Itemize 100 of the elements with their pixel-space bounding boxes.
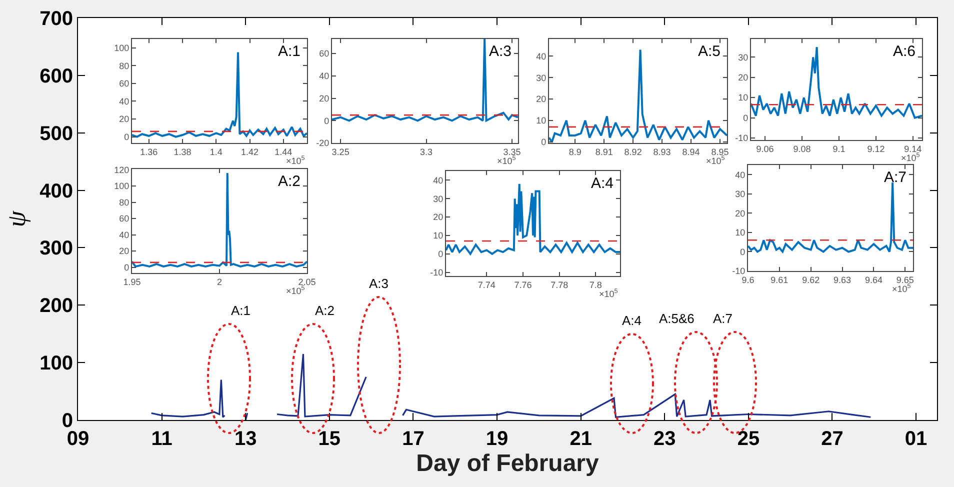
x-tick-label: 9.6 (742, 274, 754, 285)
y-tick-label: -20 (316, 138, 330, 148)
y-tick-label: 60 (119, 214, 130, 224)
annotation: ×10$^{5}$ (706, 155, 726, 166)
y-tick-label: 20 (319, 93, 330, 104)
annotation: A:4 (622, 313, 642, 328)
x-tick-label: 9.1 (832, 144, 846, 154)
y-tick-label: 40 (119, 230, 130, 240)
x-tick-label: 8.94 (682, 146, 700, 157)
y-tick-label: 0 (438, 249, 444, 260)
x-tick-label: 1.4 (210, 146, 222, 157)
x-tick-label: 1.42 (241, 146, 259, 157)
x-tick-label: 9.63 (834, 274, 852, 285)
y-tick-label: 30 (433, 194, 444, 204)
y-tick-label: 600 (40, 65, 73, 88)
chart-title: A:3 (489, 43, 512, 60)
y-tick-label: 0 (124, 262, 130, 272)
line-series (332, 39, 518, 122)
y-tick-label: 10 (433, 230, 444, 241)
x-tick-label: 1.95 (123, 276, 141, 287)
y-tick-label: 200 (40, 295, 73, 318)
y-tick-label: 60 (119, 78, 130, 89)
y-tick-label: 80 (119, 60, 130, 71)
x-tick-label: 11 (151, 428, 172, 450)
x-tick-label: 23 (654, 428, 676, 450)
chart-title: A:1 (278, 43, 301, 60)
x-tick-label: 7.8 (589, 280, 602, 290)
line-series (751, 46, 922, 119)
chart-title: A:6 (893, 43, 916, 60)
x-tick-label: 7.74 (478, 280, 496, 290)
y-tick-label: 20 (433, 212, 444, 222)
x-tick-label: 3.25 (332, 146, 350, 157)
y-tick-label: 120 (114, 164, 130, 175)
x-tick-label: 9.08 (793, 144, 811, 154)
x-tick-label: 3.3 (420, 146, 433, 157)
y-tick-label: 0 (743, 112, 748, 123)
y-tick-label: -10 (430, 267, 444, 278)
annotation: ×10$^{5}$ (286, 155, 306, 166)
y-tick-label: 100 (114, 43, 130, 54)
y-tick-label: 0 (324, 116, 330, 126)
y-tick-label: 60 (319, 48, 330, 59)
y-tick-label: 700 (40, 8, 73, 30)
y-tick-label: 40 (536, 51, 546, 62)
y-tick-label: 10 (738, 92, 748, 103)
annotation: ×10$^{5}$ (599, 288, 618, 299)
x-tick-label: 3.35 (503, 146, 521, 157)
x-tick-label: 1.44 (274, 146, 292, 157)
x-tick-label: 27 (821, 428, 844, 450)
y-tick-label: 20 (119, 114, 130, 124)
x-tick-label: 17 (402, 428, 424, 450)
x-tick-label: 9.06 (756, 144, 774, 154)
y-tick-label: 10 (536, 116, 546, 126)
annotation: A:2 (315, 303, 335, 318)
y-tick-label: 40 (119, 96, 130, 106)
y-tick-label: 400 (40, 180, 73, 202)
x-tick-label: 7.78 (550, 280, 568, 290)
chart-title: A:7 (884, 169, 907, 186)
x-tick-label: 8.93 (653, 146, 671, 157)
y-tick-label: 0 (541, 137, 546, 148)
x-tick-label: 9.62 (802, 274, 820, 285)
annotation: ×10$^{5}$ (497, 155, 516, 166)
x-tick-label: 01 (904, 428, 928, 450)
annotation: A:5&6 (659, 311, 694, 326)
annotation: ×10$^{5}$ (892, 283, 912, 294)
x-tick-label: 1.38 (174, 146, 192, 157)
x-tick-label: 8.92 (624, 146, 642, 157)
y-tick-label: 20 (119, 246, 130, 256)
y-tick-label: 100 (40, 352, 73, 375)
x-tick-label: 9.61 (770, 274, 788, 285)
x-tick-label: 2.05 (298, 276, 316, 287)
annotation: A:3 (369, 276, 389, 291)
y-tick-label: 30 (735, 189, 746, 200)
x-tick-label: 21 (570, 428, 592, 450)
y-tick-label: 0 (124, 132, 130, 142)
y-tick-label: 500 (40, 122, 73, 145)
x-tick-label: 8.91 (595, 146, 613, 157)
y-tick-label: -10 (732, 266, 746, 276)
x-axis-title: Day of February (416, 450, 600, 477)
line-series (748, 181, 913, 253)
chart-title: A:5 (698, 43, 721, 60)
annotation: ×10$^{5}$ (901, 152, 920, 163)
x-tick-label: 8.95 (711, 146, 729, 157)
x-tick-label: 25 (737, 428, 760, 450)
x-tick-label: 13 (234, 428, 257, 450)
annotation: A:1 (231, 303, 251, 318)
y-tick-label: 0 (740, 246, 746, 257)
x-tick-label: 9.14 (904, 144, 922, 154)
x-tick-label: 2 (216, 276, 222, 287)
x-tick-label: 9.12 (867, 144, 885, 154)
y-tick-label: 100 (114, 181, 130, 192)
y-tick-label: 40 (433, 175, 444, 186)
x-tick-label: 9.65 (896, 274, 914, 285)
y-tick-label: 20 (738, 72, 748, 83)
x-tick-label: 19 (486, 428, 508, 450)
chart-title: A:4 (591, 175, 614, 192)
y-tick-label: -10 (735, 133, 748, 144)
y-tick-label: 80 (119, 197, 130, 208)
y-tick-label: 30 (536, 72, 546, 83)
line-series (132, 172, 307, 268)
y-axis-title: ψ (2, 210, 32, 228)
